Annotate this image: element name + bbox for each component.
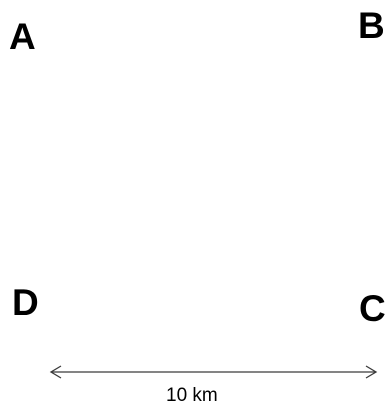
corner-label-a: A (9, 16, 36, 57)
corner-label-c: C (359, 288, 386, 329)
arrowhead-left-icon (49, 365, 62, 379)
corner-label-d: D (12, 282, 39, 323)
arrowhead-right-icon (365, 365, 378, 379)
distance-label: 10 km (166, 385, 218, 406)
corner-label-b: B (358, 5, 385, 46)
